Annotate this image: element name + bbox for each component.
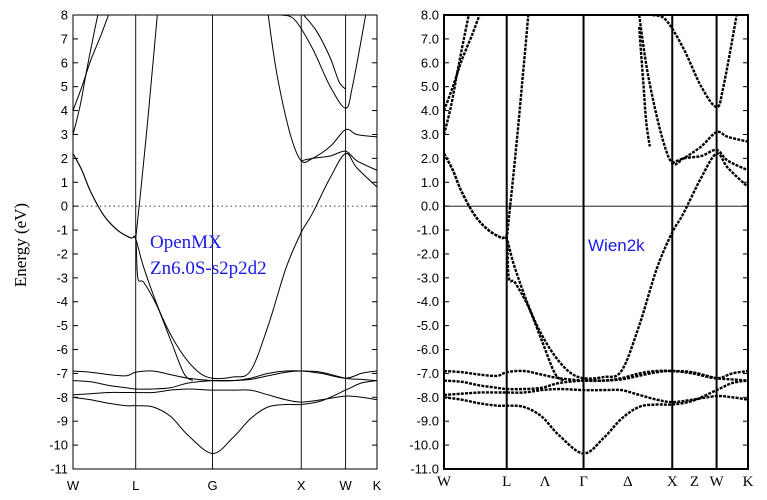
right-ytick-label: 2.0 (421, 151, 439, 166)
left-ytick-label: -8 (56, 390, 68, 405)
right-ytick-label: 6.0 (421, 55, 439, 70)
right-band-3 (444, 369, 748, 383)
left-annotation-line: Zn6.0S-s2p2d2 (150, 258, 267, 279)
right-band-7 (444, 15, 470, 135)
left-ytick-label: 5 (61, 79, 68, 94)
right-ytick-label: 5.0 (421, 79, 439, 94)
left-kpoint-label: W (339, 478, 352, 493)
left-band-9 (267, 15, 377, 163)
right-ytick-label: 0.0 (421, 199, 439, 214)
left-kpoint-label: L (132, 478, 139, 493)
right-band-6 (444, 15, 481, 112)
left-band-11 (281, 15, 367, 109)
wien2k-band-panel: 8.0 7.0 6.0 5.0 4.0 3.0 2.0 1.0 0.0 -1.0 -2.0 -3.0 -… (409, 8, 753, 491)
left-band-2 (73, 370, 377, 390)
right-kpoint-label: Z (690, 474, 699, 490)
left-ytick-label: -6 (56, 342, 68, 357)
left-kpoint-label: G (207, 478, 217, 493)
right-ytick-label: 3.0 (421, 127, 439, 142)
left-ytick-label: -5 (56, 318, 68, 333)
right-kpoint-label: W (710, 474, 725, 490)
left-band-3 (73, 370, 377, 382)
right-annotation-line: Wien2k (588, 236, 645, 255)
right-ytick-label: -10.0 (409, 438, 439, 453)
right-kpoint-label: Λ (540, 474, 551, 490)
right-ytick-label: -11.0 (410, 462, 439, 477)
right-kpoint-label: K (743, 474, 754, 490)
left-ytick-label: -2 (56, 246, 68, 261)
right-band-5 (444, 153, 565, 382)
left-band-6 (73, 15, 109, 111)
right-ytick-label: -4.0 (417, 294, 439, 309)
left-ytick-label: -11 (50, 462, 68, 477)
left-band-8 (135, 15, 158, 239)
right-ytick-label: -5.0 (417, 318, 439, 333)
right-band-1 (444, 379, 748, 455)
left-band-1 (73, 380, 377, 455)
right-ytick-label: -3.0 (417, 270, 439, 285)
left-band-0 (73, 388, 377, 403)
right-ytick-label: 7.0 (421, 31, 439, 46)
left-ytick-label: 1 (61, 175, 68, 190)
right-band-10 (671, 148, 748, 172)
left-ytick-label: -10 (49, 438, 68, 453)
right-kpoint-label: L (502, 474, 511, 490)
left-ytick-label: -9 (56, 414, 68, 429)
left-ytick-label: -7 (56, 366, 68, 381)
y-axis-label: Energy (eV) (11, 203, 30, 287)
right-band-9 (638, 15, 748, 166)
right-kpoint-label: X (667, 474, 678, 490)
left-kpoint-label: W (67, 478, 80, 493)
left-ytick-label: -1 (56, 223, 68, 238)
right-ytick-label: 4.0 (421, 103, 439, 118)
left-ytick-label: 2 (61, 151, 68, 166)
left-band-12 (303, 15, 346, 90)
left-annotation-line: OpenMX (150, 232, 222, 253)
left-band-7 (73, 15, 99, 135)
left-bands (73, 15, 377, 455)
right-band-12 (638, 26, 651, 147)
right-band-11 (652, 15, 738, 109)
left-ytick-label: -3 (56, 270, 68, 285)
right-ytick-label: 8.0 (421, 8, 439, 23)
right-ytick-label: -6.0 (417, 342, 439, 357)
left-ytick-label: 7 (61, 31, 68, 46)
left-kpoint-label: X (297, 478, 306, 493)
left-ytick-label: 4 (61, 103, 68, 118)
left-kpoint-label: K (373, 478, 382, 493)
right-plot-frame (443, 14, 749, 470)
right-bands (444, 15, 748, 455)
left-band-10 (301, 150, 377, 171)
right-band-4 (444, 152, 748, 380)
left-ytick-label: 3 (61, 127, 68, 142)
right-kpoint-label: Γ (579, 474, 588, 490)
right-kpoint-label: Δ (623, 474, 633, 490)
right-kpoint-label: W (437, 474, 452, 490)
right-ytick-label: -2.0 (417, 246, 439, 261)
right-ytick-label: -9.0 (417, 414, 439, 429)
left-ytick-label: 8 (61, 8, 68, 23)
right-ytick-label: -1.0 (417, 223, 439, 238)
left-ytick-label: 6 (61, 55, 68, 70)
right-ytick-label: -8.0 (417, 390, 439, 405)
right-band-8 (505, 15, 530, 240)
right-ytick-label: 1.0 (421, 175, 439, 190)
left-ytick-label: 0 (61, 199, 68, 214)
left-ytick-label: -4 (56, 294, 68, 309)
right-ytick-label: -7.0 (417, 366, 439, 381)
left-plot-frame (72, 14, 378, 470)
